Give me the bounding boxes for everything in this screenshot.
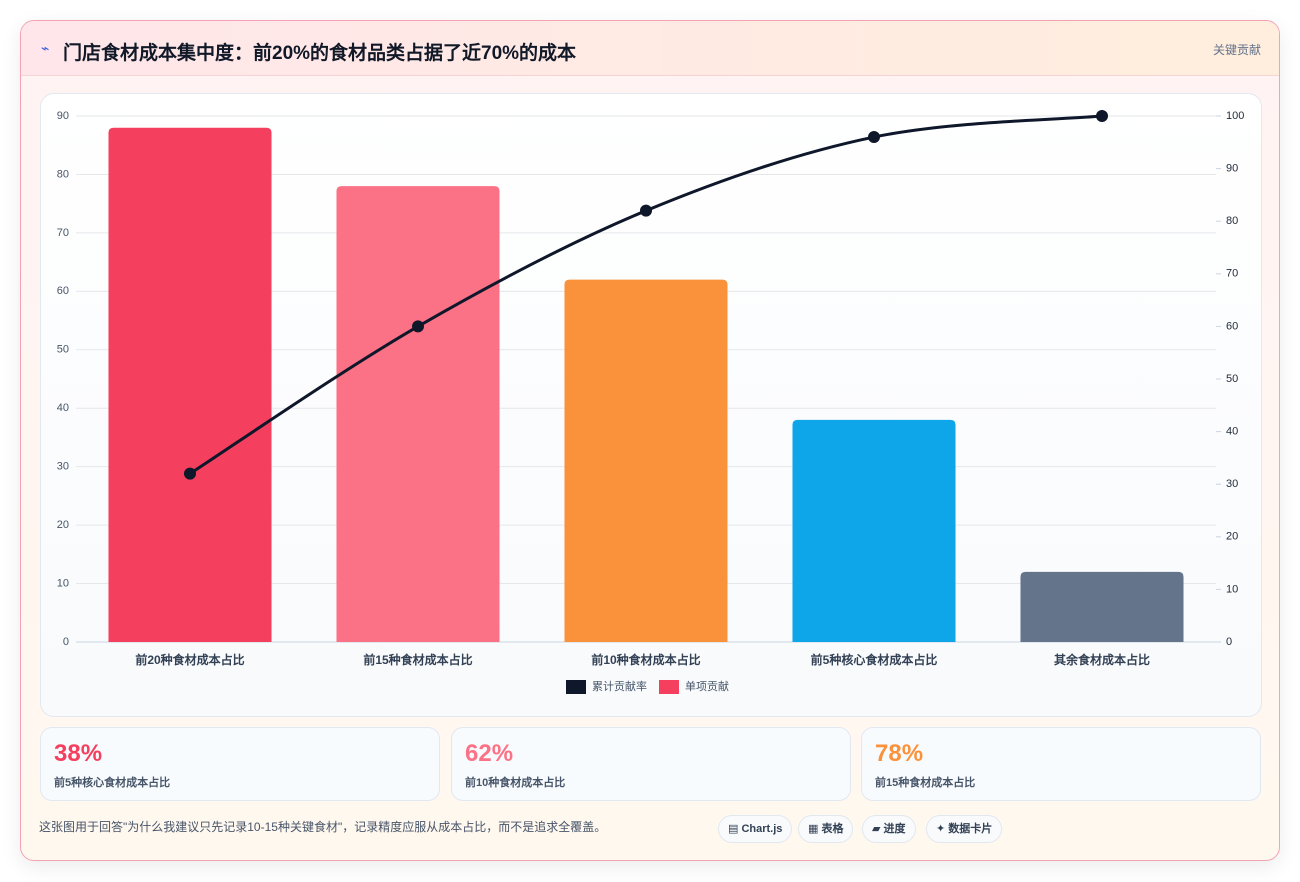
y2-tick-label: 60 (1226, 320, 1238, 332)
card: ⌁ 门店食材成本集中度：前20%的食材品类占据了近70%的成本 关键贡献 0 10… (20, 20, 1280, 861)
y2-tick-label: 70 (1226, 268, 1238, 280)
y-tick-label: 90 (57, 110, 69, 122)
y-tick-label: 80 (57, 168, 69, 180)
bar (108, 127, 272, 642)
line-point (184, 467, 196, 480)
kpi-value: 38% (54, 740, 103, 767)
y-tick-label: 50 (57, 344, 69, 356)
button-label: Chart.js (741, 823, 783, 835)
kpi-value: 78% (875, 740, 924, 767)
line-point (1096, 110, 1108, 122)
button[interactable]: ▤ Chart.js (718, 815, 793, 843)
legend-label: 单项贡献 (685, 679, 729, 693)
bar (336, 186, 500, 642)
bar (1020, 571, 1184, 642)
legend-swatch (566, 680, 586, 694)
kpi-value: 62% (465, 740, 514, 767)
y2-tick-label: 40 (1226, 426, 1238, 438)
x-tick-label: 前15种食材成本占比 (363, 652, 472, 667)
kpi-label: 前15种食材成本占比 (875, 777, 976, 789)
button[interactable]: ✦ 数据卡片 (926, 815, 1003, 843)
y-tick-label: 10 (57, 577, 69, 589)
line-point (412, 320, 424, 333)
line-point (640, 204, 652, 217)
y2-tick-label: 30 (1226, 478, 1238, 490)
x-tick-label: 其余食材成本占比 (1054, 652, 1150, 667)
icon: ⌁ (41, 40, 50, 56)
y2-tick-label: 10 (1226, 583, 1238, 595)
legend-swatch (659, 680, 679, 694)
y-tick-label: 20 (57, 519, 69, 531)
y-tick-label: 70 (57, 227, 69, 239)
kpi-card: 78% 前15种食材成本占比 (861, 727, 1261, 801)
y2-tick-label: 100 (1226, 110, 1244, 122)
header: ⌁ 门店食材成本集中度：前20%的食材品类占据了近70%的成本 关键贡献 (21, 21, 1279, 76)
y2-tick-label: 0 (1226, 636, 1232, 648)
y-tick-label: 60 (57, 285, 69, 297)
button-label: 表格 (821, 823, 844, 835)
x-tick-label: 前5种核心食材成本占比 (811, 652, 938, 667)
legend-label: 累计贡献率 (592, 679, 647, 693)
kpi-label: 前5种核心食材成本占比 (54, 777, 171, 789)
y-tick-label: 30 (57, 461, 69, 473)
x-tick-label: 前20种食材成本占比 (135, 652, 244, 667)
bar (792, 419, 956, 642)
y2-tick-label: 50 (1226, 373, 1238, 385)
chart: 0 10 20 30 40 50 60 70 80 90 0 10 20 30 40 50 60 70 80 90 10… (57, 110, 1244, 694)
footer-note: 这张图用于回答"为什么我建议只先记录10-15种关键食材"，记录精度应服从成本占… (39, 820, 607, 834)
kpi-card: 38% 前5种核心食材成本占比 (40, 727, 440, 801)
bar (564, 279, 728, 642)
title: 门店食材成本集中度：前20%的食材品类占据了近70%的成本 (63, 43, 577, 64)
button[interactable]: ▰ 进度 (862, 815, 916, 843)
y2-tick-label: 20 (1226, 531, 1238, 543)
badge: 关键贡献 (1212, 43, 1261, 57)
button-label: 数据卡片 (948, 823, 993, 835)
chart-panel: 0 10 20 30 40 50 60 70 80 90 0 10 20 30 40 50 60 70 80 90 10… (40, 93, 1262, 717)
y2-tick-label: 80 (1226, 215, 1238, 227)
y-tick-label: 0 (63, 636, 69, 648)
kpi-label: 前10种食材成本占比 (465, 777, 566, 789)
button[interactable]: ▦ 表格 (798, 815, 854, 843)
kpi-card: 62% 前10种食材成本占比 (451, 727, 851, 801)
y2-tick-label: 90 (1226, 163, 1238, 175)
button-label: 进度 (883, 823, 906, 835)
x-tick-label: 前10种食材成本占比 (591, 652, 700, 667)
line-point (868, 131, 880, 144)
y-tick-label: 40 (57, 402, 69, 414)
